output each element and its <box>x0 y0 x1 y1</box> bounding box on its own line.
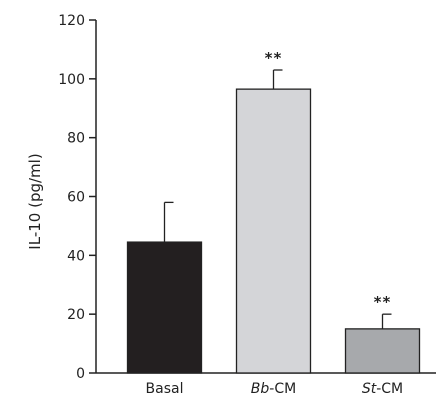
labels: Basal**Bb-CM**St-CM <box>146 49 404 397</box>
category-label-0: Basal <box>146 381 184 397</box>
y-tick-label-0: 0 <box>76 366 85 382</box>
bar-0 <box>126 241 203 374</box>
y-tick-label-60: 60 <box>67 190 85 206</box>
y-tick-label-80: 80 <box>67 131 85 147</box>
y-tick-label-40: 40 <box>67 248 85 264</box>
category-label-plain-1: -CM <box>269 381 296 397</box>
y-tick-label-100: 100 <box>58 72 85 88</box>
significance-label-1: ** <box>265 49 283 67</box>
bar-1 <box>235 88 312 374</box>
significance-label-2: ** <box>374 293 392 311</box>
bars <box>126 69 421 374</box>
category-label-italic-1: Bb <box>251 381 270 397</box>
category-label-1: Bb-CM <box>251 381 296 397</box>
bar-2 <box>344 328 421 374</box>
y-tick-label-20: 20 <box>67 307 85 323</box>
category-label-plain-2: -CM <box>376 381 403 397</box>
y-tick-label-120: 120 <box>58 13 85 29</box>
y-axis-title: IL-10 (pg/ml) <box>26 153 44 249</box>
category-label-italic-2: St <box>362 381 377 397</box>
axes: 0 20 40 60 80 100 120 IL-10 (pg/ml) <box>26 13 436 382</box>
category-label-2: St-CM <box>362 381 403 397</box>
category-label-plain-0: Basal <box>146 381 184 397</box>
